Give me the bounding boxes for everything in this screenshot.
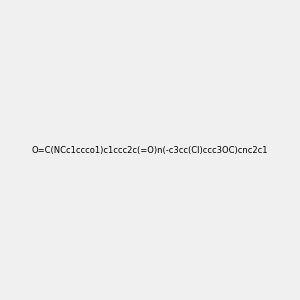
- Text: O=C(NCc1ccco1)c1ccc2c(=O)n(-c3cc(Cl)ccc3OC)cnc2c1: O=C(NCc1ccco1)c1ccc2c(=O)n(-c3cc(Cl)ccc3…: [32, 146, 268, 154]
